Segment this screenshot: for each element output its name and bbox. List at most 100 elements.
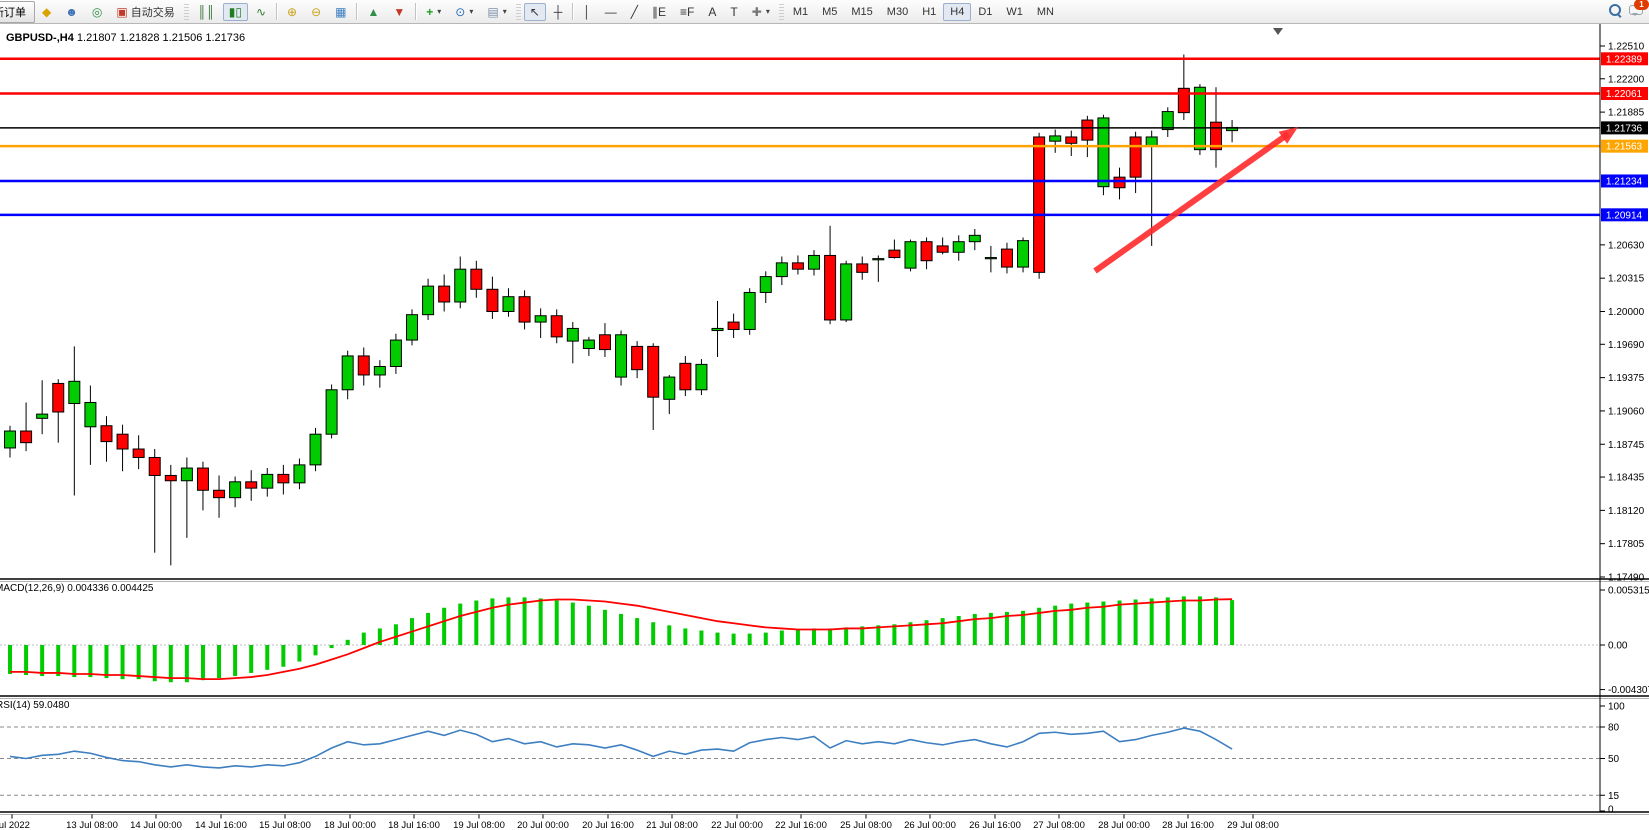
macd-histogram-bar xyxy=(940,618,945,645)
notification-icon[interactable]: 1 xyxy=(1629,0,1649,19)
crosshair-icon[interactable]: ┼ xyxy=(553,4,563,19)
cursor-icon[interactable]: ↖ xyxy=(523,2,546,21)
main-toolbar: 新订单 ◆ ☻ ◎ ▣ 自动交易 ║║ ▮▯ ∿ ⊕ ⊖ ▦ ▲ ▼ + ▾ xyxy=(0,0,1649,24)
chart-shift-marker[interactable] xyxy=(1273,28,1283,35)
macd-histogram-bar xyxy=(1165,597,1170,645)
candle-bull xyxy=(711,327,724,332)
price-tick-label: 1.18120 xyxy=(1608,506,1645,517)
price-line-label: 1.21234 xyxy=(1606,176,1643,187)
candle-bull xyxy=(582,339,595,350)
timeframe-button-h4[interactable]: H4 xyxy=(943,2,972,21)
candle-bear xyxy=(1113,176,1126,189)
timeframe-button-mn[interactable]: MN xyxy=(1036,5,1054,18)
rsi-tick-label: 15 xyxy=(1608,791,1620,802)
macd-histogram-bar xyxy=(40,645,45,677)
price-tick-label: 1.19060 xyxy=(1608,406,1645,417)
price-line-label: 1.20914 xyxy=(1606,210,1643,221)
period-dropdown[interactable]: ⊙ ▾ xyxy=(455,4,474,19)
timeframe-button-m15[interactable]: M15 xyxy=(851,5,873,18)
macd-tick-label: -0.004307 xyxy=(1608,685,1649,696)
chevron-down-icon: ▾ xyxy=(437,7,442,16)
timeframe-button-d1[interactable]: D1 xyxy=(978,5,993,18)
macd-histogram-bar xyxy=(281,645,286,667)
macd-histogram-bar xyxy=(136,645,141,680)
add-indicator-dropdown[interactable]: + ▾ xyxy=(426,4,442,19)
chart-window-icon[interactable]: ◆ xyxy=(42,4,52,19)
chart-area[interactable]: 1.22510 1.22200 1.21885 1.20630 1.20315 1.200… xyxy=(0,24,1649,830)
macd-histogram-bar xyxy=(795,629,800,645)
candle-bull xyxy=(566,327,579,342)
timeframe-button-h1[interactable]: H1 xyxy=(922,5,937,18)
price-line-label: 1.21736 xyxy=(1606,123,1643,134)
macd-signal-line xyxy=(10,598,1233,681)
macd-histogram-bar xyxy=(56,645,61,677)
auto-scroll-icon[interactable]: ▲ xyxy=(367,4,380,19)
macd-histogram-bar xyxy=(1230,600,1235,645)
candle-bull xyxy=(454,268,467,303)
price-line-label: 1.21563 xyxy=(1606,142,1643,153)
candle-bull xyxy=(952,241,965,253)
text-label-tool[interactable]: T xyxy=(730,4,738,19)
macd-histogram-bar xyxy=(217,645,222,679)
rsi-tick-label: 80 xyxy=(1608,723,1620,734)
macd-histogram-bar xyxy=(602,609,607,645)
candle-bull xyxy=(1049,135,1062,142)
text-tool[interactable]: A xyxy=(708,4,717,19)
candle-bear xyxy=(1081,119,1094,141)
timeframe-button-m1[interactable]: M1 xyxy=(792,5,809,18)
timeframe-button-w1[interactable]: W1 xyxy=(1006,5,1023,18)
candle-bear xyxy=(920,241,933,262)
vertical-line-tool[interactable]: │ xyxy=(583,4,591,19)
time-tick-label: 14 Jul 00:00 xyxy=(130,820,182,830)
candle-bear xyxy=(20,430,33,444)
candle-bull xyxy=(808,254,820,270)
timeframe-button-m5[interactable]: M5 xyxy=(822,5,838,18)
zoom-out-icon[interactable]: ⊖ xyxy=(311,4,322,19)
price-tick-label: 1.17490 xyxy=(1608,573,1645,584)
candle-bull xyxy=(1193,86,1206,151)
macd-histogram-bar xyxy=(442,607,447,645)
shapes-dropdown[interactable]: ✚ ▾ xyxy=(751,4,770,19)
timeframe-button-m30[interactable]: M30 xyxy=(886,5,909,18)
line-chart-icon[interactable]: ∿ xyxy=(255,4,266,19)
market-watch-icon[interactable]: ◎ xyxy=(91,4,103,19)
macd-histogram-bar xyxy=(265,645,270,670)
template-dropdown[interactable]: ▤ ▾ xyxy=(487,4,507,19)
profile-icon[interactable]: ☻ xyxy=(65,4,78,19)
candlestick-icon[interactable]: ▮▯ xyxy=(222,2,248,21)
macd-histogram-bar xyxy=(635,618,640,645)
symbol-period-label: GBPUSD-,H4 xyxy=(6,32,74,44)
search-icon[interactable] xyxy=(1609,4,1621,19)
trendline-tool[interactable]: ╱ xyxy=(630,4,639,19)
macd-histogram-bar xyxy=(876,625,881,645)
horizontal-line-tool[interactable]: — xyxy=(604,4,617,19)
toolbar-grip xyxy=(778,3,784,20)
candle-bull xyxy=(84,401,97,428)
candle-bull xyxy=(759,276,772,293)
macd-histogram-bar xyxy=(844,627,849,645)
trend-arrow-head[interactable] xyxy=(1278,127,1298,144)
channel-tool[interactable]: ∥E xyxy=(652,4,667,19)
candle-bear xyxy=(196,467,209,491)
macd-histogram-bar xyxy=(763,632,768,645)
fibonacci-tool[interactable]: ≡F xyxy=(680,4,695,19)
new-order-button[interactable]: 新订单 xyxy=(0,0,35,23)
price-line-label-box xyxy=(1601,139,1648,153)
tile-windows-icon[interactable]: ▦ xyxy=(335,4,347,19)
macd-histogram-bar xyxy=(24,645,29,676)
candle-bull xyxy=(502,296,515,312)
macd-histogram-bar xyxy=(329,645,334,649)
price-line-label-box xyxy=(1601,86,1648,100)
autotrading-button[interactable]: ▣ 自动交易 xyxy=(110,1,180,23)
candle-bear xyxy=(148,456,161,476)
macd-histogram-bar xyxy=(779,630,784,645)
ohlc-values: 1.21807 1.21828 1.21506 1.21736 xyxy=(76,32,246,44)
zoom-in-icon[interactable]: ⊕ xyxy=(287,4,298,19)
time-tick-label: 18 Jul 00:00 xyxy=(324,820,376,830)
candle-bull xyxy=(1097,117,1110,188)
candle-bear xyxy=(647,345,660,398)
bar-chart-icon[interactable]: ║║ xyxy=(197,4,215,19)
macd-histogram-bar xyxy=(1181,596,1186,645)
chart-shift-icon[interactable]: ▼ xyxy=(393,4,406,19)
trend-arrow[interactable] xyxy=(1093,131,1290,274)
